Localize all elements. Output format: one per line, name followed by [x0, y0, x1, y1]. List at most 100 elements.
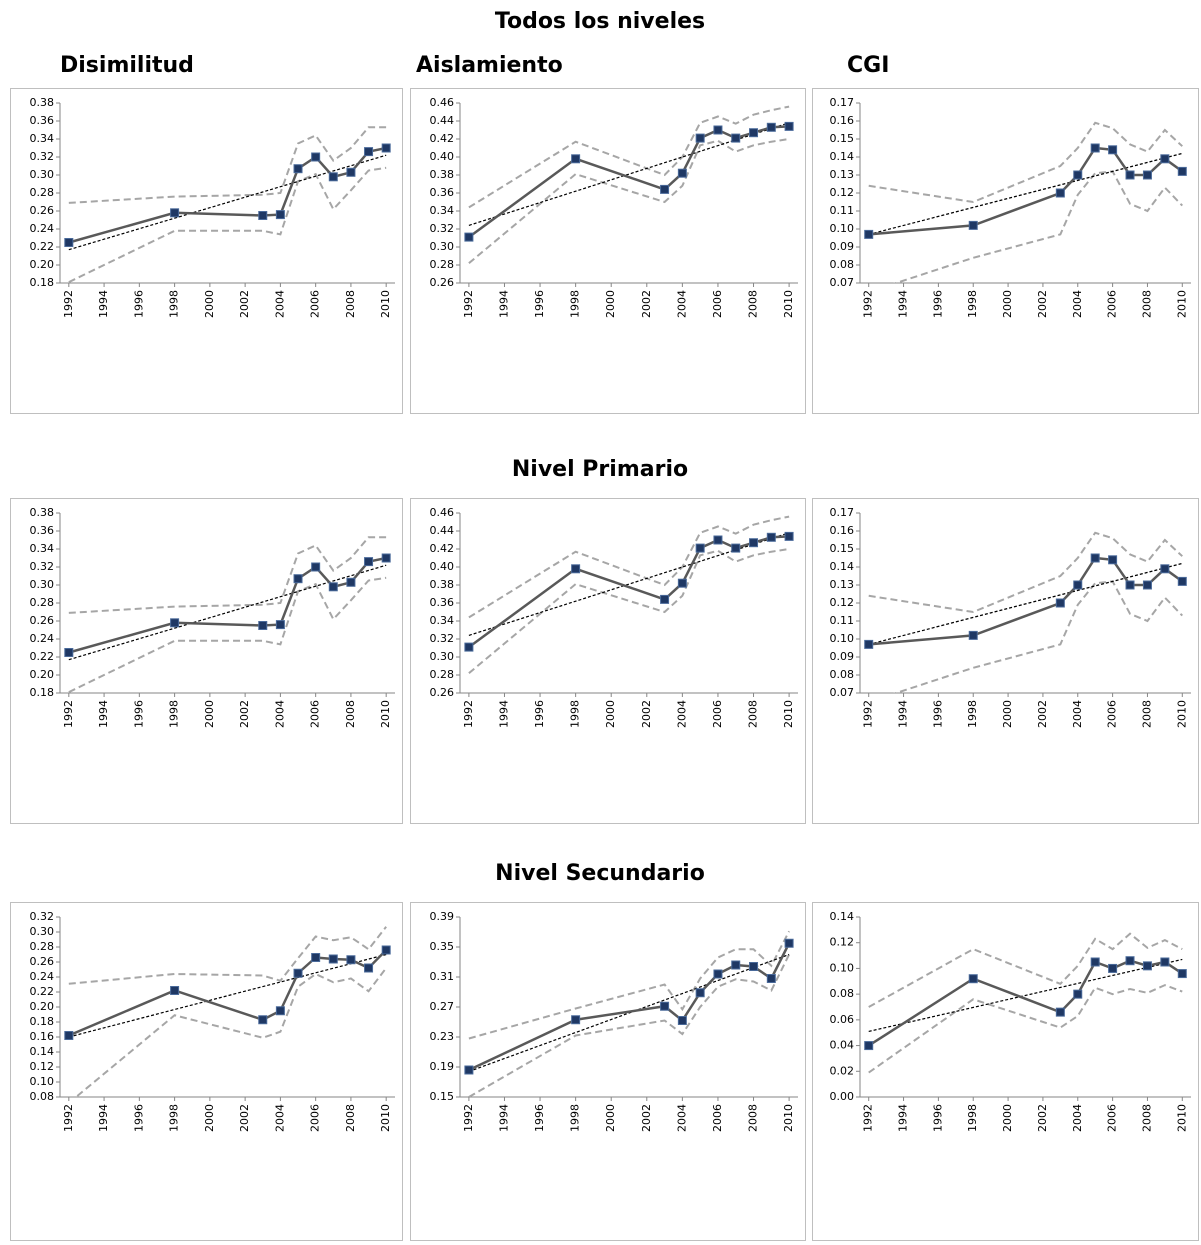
x-tick-label: 2010: [782, 1104, 795, 1132]
ci-line: [468, 930, 790, 1040]
y-tick-label: 0.26: [430, 276, 455, 289]
y-tick-label: 0.32: [30, 560, 55, 573]
y-tick-label: 0.36: [30, 114, 55, 127]
marker: [1125, 956, 1135, 966]
panel: 0.08 0.10 0.12 0.14 0.16 0.18 0.20 0.22 0.24 0.26…: [10, 902, 403, 1241]
x-tick-label: 1994: [497, 700, 510, 728]
marker: [660, 184, 670, 194]
y-tick-label: 0.18: [30, 686, 55, 699]
marker: [766, 974, 776, 983]
row-title: Todos los niveles: [495, 9, 705, 34]
y-tick-label: 0.38: [430, 168, 455, 181]
x-tick-label: 2008: [747, 700, 760, 728]
marker: [311, 562, 321, 572]
y-tick-label: 0.32: [430, 222, 455, 235]
y-tick-label: 0.46: [430, 506, 455, 519]
y-tick-label: 0.38: [30, 96, 55, 109]
marker: [293, 164, 303, 174]
marker: [660, 594, 670, 604]
marker: [1090, 957, 1100, 967]
x-tick-label: 2000: [1001, 700, 1014, 728]
y-tick-label: 0.30: [30, 578, 55, 591]
x-tick-label: 1994: [97, 1104, 110, 1132]
x-tick-label: 1992: [62, 290, 75, 318]
y-tick-label: 0.44: [430, 524, 455, 537]
marker: [677, 168, 687, 178]
trend-line: [868, 152, 1183, 235]
y-tick-label: 0.30: [30, 168, 55, 181]
x-tick-label: 2006: [1106, 700, 1119, 728]
y-tick-label: 0.07: [830, 686, 855, 699]
x-tick-label: 2008: [1140, 1104, 1153, 1132]
ci-line: [868, 531, 1183, 614]
panel: 0.18 0.20 0.22 0.24 0.26 0.28 0.30 0.32 0.34 0.36…: [10, 498, 403, 824]
x-tick-label: 1996: [533, 1104, 546, 1132]
marker: [311, 152, 321, 162]
y-tick-label: 0.19: [430, 1060, 455, 1073]
column-title: CGI: [847, 53, 889, 78]
x-tick-label: 2006: [1106, 1104, 1119, 1132]
x-tick-label: 1998: [569, 290, 582, 318]
x-tick-label: 2002: [238, 700, 251, 728]
marker: [1073, 580, 1083, 590]
marker: [64, 648, 74, 657]
marker: [1108, 145, 1118, 155]
x-tick-label: 1998: [168, 700, 181, 728]
panel-frame: [410, 88, 806, 414]
marker: [1090, 143, 1100, 153]
x-tick-label: 2004: [675, 290, 688, 318]
marker: [364, 963, 374, 973]
marker: [864, 229, 874, 239]
x-tick-label: 1994: [497, 290, 510, 318]
marker: [766, 122, 776, 132]
y-tick-label: 0.08: [30, 1090, 55, 1103]
x-tick-label: 2010: [1175, 1104, 1188, 1132]
y-tick-label: 0.10: [830, 961, 855, 974]
x-tick-label: 2004: [675, 700, 688, 728]
y-tick-label: 0.11: [830, 614, 855, 627]
x-tick-label: 1992: [462, 290, 475, 318]
y-tick-label: 0.44: [430, 114, 455, 127]
y-tick-label: 0.08: [830, 258, 855, 271]
series-line: [468, 125, 790, 239]
y-tick-label: 0.28: [430, 668, 455, 681]
panel: 0.15 0.19 0.23 0.27 0.31 0.35 0.39 1992 1994 1996…: [410, 902, 806, 1241]
y-tick-label: 0.46: [430, 96, 455, 109]
marker: [170, 208, 180, 218]
marker: [749, 128, 759, 138]
marker: [64, 238, 74, 247]
y-tick-label: 0.30: [430, 240, 455, 253]
y-tick-label: 0.10: [830, 222, 855, 235]
marker: [677, 578, 687, 588]
y-tick-label: 0.18: [30, 276, 55, 289]
marker: [170, 986, 180, 995]
ci-line: [468, 548, 790, 674]
x-tick-label: 1992: [62, 700, 75, 728]
y-tick-label: 0.30: [30, 925, 55, 938]
x-tick-label: 1996: [132, 700, 145, 728]
marker: [275, 620, 285, 630]
y-tick-label: 0.12: [830, 186, 855, 199]
marker: [695, 988, 705, 998]
x-tick-label: 1996: [533, 700, 546, 728]
x-tick-label: 2006: [711, 700, 724, 728]
marker: [766, 532, 776, 542]
ci-line: [468, 954, 791, 1097]
panel: 0.26 0.28 0.30 0.32 0.34 0.36 0.38 0.40 0.42 0.44…: [410, 498, 806, 824]
marker: [713, 969, 723, 979]
x-tick-label: 1996: [931, 290, 944, 318]
x-tick-label: 2006: [309, 1104, 322, 1132]
marker: [784, 121, 794, 131]
x-tick-label: 2010: [782, 290, 795, 318]
series-line: [68, 949, 388, 1037]
ci-line: [68, 576, 387, 693]
y-tick-label: 0.17: [830, 96, 855, 109]
panel-frame: [10, 498, 403, 824]
y-tick-label: 0.16: [830, 114, 855, 127]
marker: [1090, 553, 1100, 563]
marker: [464, 642, 474, 652]
series-line: [468, 535, 790, 649]
marker: [731, 133, 741, 143]
x-tick-label: 2010: [379, 700, 392, 728]
